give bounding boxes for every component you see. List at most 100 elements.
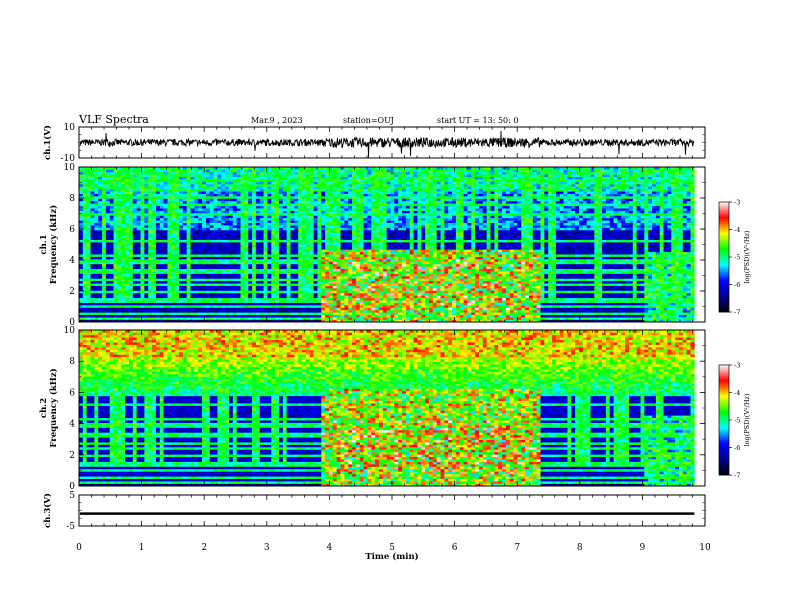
spectrogram-cell: [317, 300, 322, 303]
spectrogram-cell: [94, 196, 99, 199]
spectrogram-cell: [302, 307, 307, 311]
spectrogram-cell: [352, 217, 357, 221]
spectrogram-cell: [267, 205, 272, 209]
spectrogram-cell: [325, 285, 330, 289]
spectrogram-cell: [167, 181, 172, 185]
spectrogram-cell: [240, 302, 245, 306]
spectrogram-cell: [236, 220, 241, 223]
spectrogram-cell: [332, 292, 337, 296]
spectrogram-cell: [144, 237, 149, 240]
spectrogram-cell: [232, 239, 237, 243]
spectrogram-cell: [159, 174, 164, 177]
spectrogram-cell: [325, 196, 330, 199]
spectrogram-cell: [82, 198, 87, 202]
spectrogram-cell: [175, 234, 180, 238]
spectrogram-cell: [136, 246, 141, 250]
spectrogram-cell: [236, 179, 241, 182]
spectrogram-cell: [144, 271, 149, 274]
spectrogram-cell: [94, 213, 99, 216]
spectrogram-cell: [313, 302, 318, 306]
spectrogram-cell: [144, 305, 149, 308]
spectrogram-cell: [325, 213, 330, 216]
spectrogram-cell: [105, 217, 111, 221]
spectrogram-cell: [152, 312, 157, 316]
spectrogram-cell: [267, 217, 272, 221]
spectrogram-cell: [255, 259, 261, 262]
spectrogram-cell: [352, 288, 357, 291]
spectrogram-cell: [332, 193, 337, 197]
spectrogram-cell: [117, 251, 122, 255]
spectrogram-cell: [205, 261, 211, 265]
spectrogram-cell: [217, 234, 222, 238]
spectrogram-cell: [298, 297, 303, 301]
spectrogram-cell: [121, 319, 126, 323]
spectrogram-cell: [263, 307, 268, 311]
spectrogram-cell: [167, 198, 172, 202]
spectrogram-cell: [240, 251, 245, 255]
spectrogram-cell: [117, 229, 122, 233]
spectrogram-cell: [355, 319, 361, 323]
spectrogram-cell: [232, 183, 237, 187]
spectrogram-cell: [136, 191, 141, 194]
spectrogram-cell: [255, 203, 261, 207]
spectrogram-cell: [152, 179, 157, 182]
spectrogram-cell: [217, 210, 222, 214]
spectrogram-cell: [167, 232, 172, 236]
spectrogram-cell: [159, 227, 164, 231]
spectrogram-cell: [94, 261, 99, 265]
spectrogram-cell: [255, 290, 261, 294]
spectrogram-cell: [98, 186, 103, 190]
spectrogram-cell: [340, 292, 345, 296]
spectrogram-cell: [263, 283, 268, 286]
spectrogram-cell: [267, 208, 272, 211]
spectrogram-cell: [102, 263, 107, 267]
spectrogram-cell: [367, 183, 372, 187]
spectrogram-cell: [152, 169, 157, 173]
spectrogram-cell: [144, 191, 149, 194]
spectrogram-cell: [171, 171, 176, 175]
spectrogram-cell: [98, 203, 103, 207]
spectrogram-cell: [102, 176, 107, 180]
spectrogram-cell: [217, 193, 222, 197]
spectrogram-cell: [275, 167, 280, 170]
spectrogram-cell: [202, 312, 207, 316]
spectrogram-cell: [344, 297, 349, 301]
spectrogram-cell: [136, 288, 141, 291]
spectrogram-cell: [344, 229, 349, 233]
spectrogram-cell: [344, 181, 349, 185]
spectrogram-cell: [194, 309, 199, 313]
spectrogram-cell: [252, 271, 257, 274]
spectrogram-cell: [305, 198, 311, 202]
spectrogram-cell: [186, 217, 191, 221]
spectrogram-cell: [371, 312, 376, 316]
spectrogram-cell: [363, 319, 368, 323]
spectrogram-cell: [267, 280, 272, 284]
spectrogram-cell: [298, 305, 303, 308]
spectrogram-cell: [217, 239, 222, 243]
spectrogram-cell: [321, 205, 326, 209]
spectrogram-cell: [129, 285, 134, 289]
spectrogram-cell: [136, 278, 141, 282]
spectrogram-cell: [190, 229, 195, 233]
spectrogram-cell: [309, 292, 314, 296]
spectrogram-cell: [109, 271, 114, 274]
spectrogram-cell: [209, 273, 214, 277]
spectrogram-cell: [302, 295, 307, 299]
spectrogram-cell: [359, 312, 364, 316]
spectrogram-cell: [205, 179, 211, 182]
spectrogram-cell: [136, 239, 141, 243]
spectrogram-cell: [186, 167, 191, 170]
spectrogram-cell: [232, 319, 237, 323]
spectrogram-cell: [275, 307, 280, 311]
spectrogram-cell: [298, 263, 303, 267]
spectrogram-cell: [344, 259, 349, 262]
spectrogram-cell: [190, 317, 195, 320]
spectrogram-cell: [340, 297, 345, 301]
spectrogram-cell: [213, 174, 218, 177]
spectrogram-cell: [363, 314, 368, 318]
spectrogram-cell: [132, 200, 137, 204]
spectrogram-cell: [298, 309, 303, 313]
spectrogram-cell: [255, 242, 261, 245]
spectrogram-cell: [171, 317, 176, 320]
spectrogram-cell: [113, 225, 118, 228]
